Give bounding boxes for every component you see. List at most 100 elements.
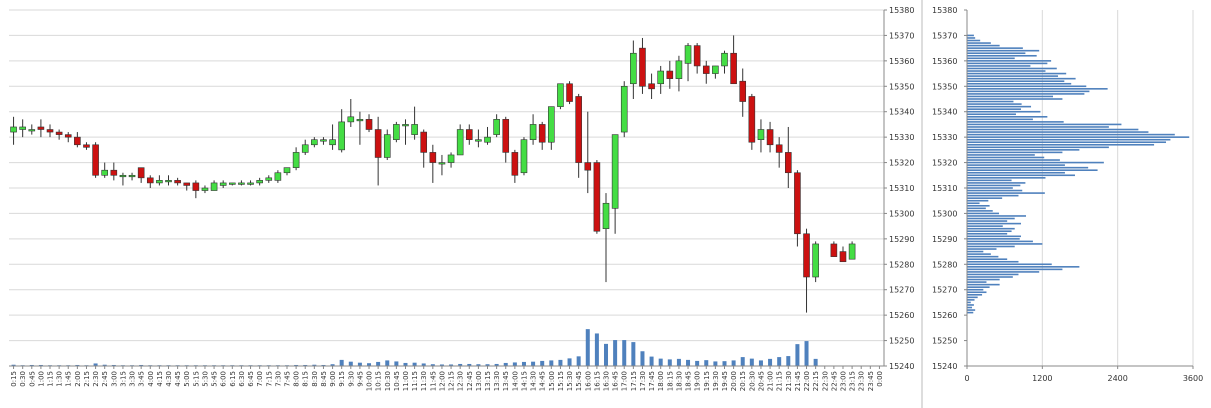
price-tick-label: 15260	[889, 311, 914, 320]
volume-bar	[786, 356, 791, 366]
volume-bar	[804, 341, 809, 366]
profile-volume-tick-label: 3600	[1183, 374, 1203, 383]
profile-bar	[967, 197, 1003, 199]
profile-bar	[967, 205, 990, 207]
profile-price-tick-label: 15370	[932, 31, 957, 40]
price-tick-label: 15250	[889, 337, 914, 346]
time-tick-label: 20:00	[730, 371, 738, 391]
candle-body	[420, 131, 428, 153]
volume-bar	[795, 344, 800, 366]
candle-body	[238, 182, 245, 185]
candle	[320, 137, 327, 145]
volume-bar	[11, 364, 16, 366]
volume-bar	[585, 329, 590, 366]
profile-bar	[967, 65, 1031, 67]
profile-bar	[967, 77, 1076, 80]
profile-bar	[967, 82, 1072, 85]
profile-bar	[967, 171, 1065, 174]
candle	[274, 170, 282, 183]
candle	[648, 73, 655, 99]
volume-bar	[686, 359, 691, 366]
time-tick-label: 11:15	[411, 371, 419, 391]
profile-bar	[967, 311, 974, 314]
candle	[247, 180, 254, 186]
candle	[830, 241, 838, 257]
volume-bar	[303, 364, 308, 366]
profile-bar	[967, 207, 986, 210]
profile-bar	[967, 126, 1109, 128]
candle	[156, 175, 163, 186]
time-tick-label: 2:30	[92, 371, 100, 387]
candle-body	[338, 121, 345, 151]
profile-bar	[967, 230, 1012, 233]
volume-bar	[695, 360, 700, 366]
profile-bar	[967, 121, 1064, 123]
profile-bar	[967, 37, 976, 39]
profile-bar	[967, 141, 1167, 144]
candles	[10, 35, 856, 313]
candle	[192, 180, 200, 199]
candle-body	[74, 136, 81, 146]
candle	[502, 116, 510, 163]
profile-bar	[967, 255, 999, 258]
profile-bar	[967, 88, 1108, 90]
time-tick-label: 17:45	[648, 371, 656, 391]
candle	[794, 170, 801, 247]
candle	[529, 114, 537, 145]
time-tick-label: 4:00	[147, 371, 155, 387]
price-tick-label: 15360	[889, 57, 914, 66]
volume-bar	[376, 361, 381, 366]
candle-body	[365, 119, 373, 130]
profile-bar	[967, 93, 1085, 95]
volume-bars	[11, 329, 818, 366]
time-tick-label: 13:45	[502, 371, 510, 391]
volume-bar	[613, 340, 618, 366]
time-tick-label: 1:00	[37, 371, 45, 387]
candle	[630, 40, 637, 99]
candle	[784, 126, 792, 188]
candle-body	[648, 83, 655, 90]
volume-bar	[758, 360, 763, 366]
profile-bar	[967, 108, 1021, 110]
time-tick-label: 5:30	[201, 371, 209, 387]
candle-body	[493, 119, 500, 135]
volume-bar	[385, 360, 390, 366]
price-tick-label: 15310	[889, 184, 914, 193]
candle-body	[830, 243, 838, 257]
candle	[137, 167, 145, 183]
time-tick-label: 19:15	[703, 371, 711, 391]
candle	[301, 139, 309, 155]
profile-bar	[967, 52, 1026, 55]
time-tick-label: 14:15	[520, 371, 528, 391]
profile-price-tick-label: 15310	[932, 184, 957, 193]
candle	[484, 126, 491, 145]
profile-bar	[967, 49, 1040, 52]
profile-bar	[967, 161, 1104, 164]
volume-bar	[512, 362, 517, 366]
candle	[46, 124, 54, 138]
time-tick-label: 8:45	[320, 371, 328, 387]
candle-body	[438, 162, 446, 165]
profile-bar	[967, 294, 983, 296]
volume-bar	[367, 363, 372, 366]
candle	[210, 180, 218, 191]
profile-bar	[967, 143, 1155, 146]
candle	[803, 228, 810, 313]
profile-bar	[967, 217, 1015, 220]
time-tick-label: 23:00	[839, 371, 847, 391]
profile-price-tick-label: 15260	[932, 311, 957, 320]
candle	[775, 137, 783, 168]
time-tick-label: 0:45	[28, 371, 36, 387]
time-tick-label: 16:30	[603, 371, 611, 391]
profile-bar	[967, 268, 1063, 271]
profile-bar	[967, 286, 990, 288]
profile-bar	[967, 151, 1063, 154]
candle	[748, 93, 756, 150]
candle	[10, 116, 17, 145]
candle-body	[265, 177, 273, 181]
candle-body	[83, 144, 90, 148]
time-tick-label: 7:15	[265, 371, 273, 387]
time-tick-label: 6:15	[229, 371, 237, 387]
volume-bar	[549, 360, 554, 366]
